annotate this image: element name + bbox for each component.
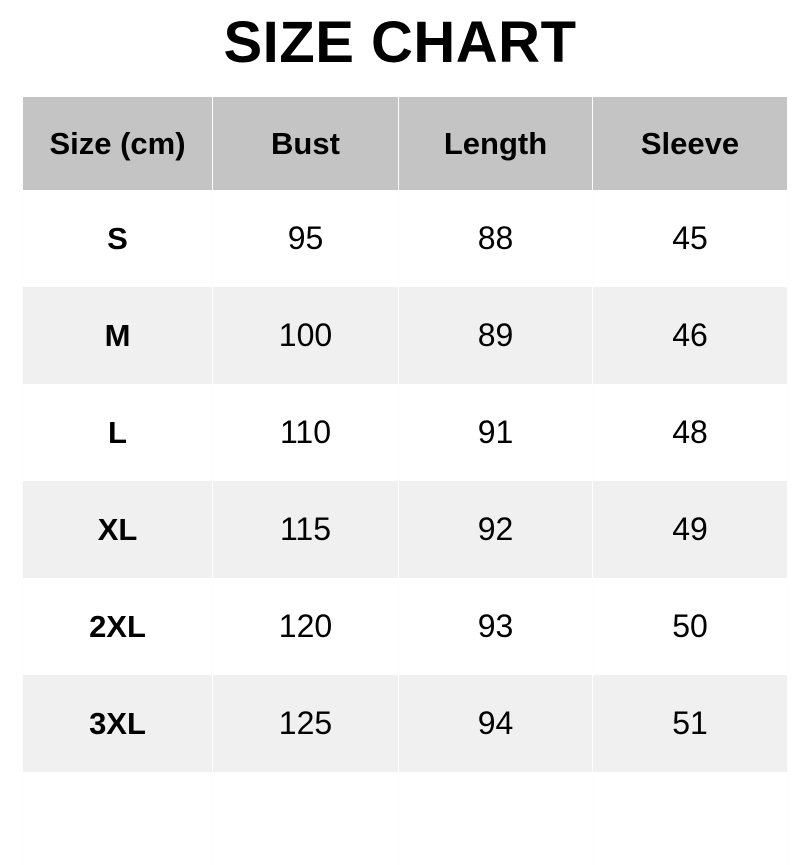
- cell-length: 91: [398, 384, 593, 481]
- cell-bust: 95: [212, 190, 399, 287]
- cell-length: 94: [398, 675, 593, 772]
- cell-sleeve: 49: [592, 481, 788, 578]
- table-row-clipped: [22, 772, 788, 865]
- cell-size: XL: [22, 481, 213, 578]
- cell-size: M: [22, 287, 213, 384]
- column-header-length: Length: [398, 97, 593, 190]
- cell-length: 92: [398, 481, 593, 578]
- cell-bust: 120: [212, 578, 399, 675]
- cell-empty: [398, 772, 593, 865]
- column-header-bust: Bust: [212, 97, 399, 190]
- cell-size: L: [22, 384, 213, 481]
- table-row: 3XL 125 94 51: [22, 675, 788, 772]
- size-chart-page: SIZE CHART Size (cm) Bust Length Sleeve …: [22, 10, 788, 865]
- table-row: XL 115 92 49: [22, 481, 788, 578]
- cell-length: 88: [398, 190, 593, 287]
- cell-empty: [22, 772, 213, 865]
- cell-empty: [592, 772, 788, 865]
- cell-bust: 110: [212, 384, 399, 481]
- column-header-sleeve: Sleeve: [592, 97, 788, 190]
- page-title: SIZE CHART: [223, 10, 577, 75]
- cell-size: 3XL: [22, 675, 213, 772]
- cell-empty: [212, 772, 399, 865]
- cell-sleeve: 50: [592, 578, 788, 675]
- cell-sleeve: 51: [592, 675, 788, 772]
- size-chart-table: Size (cm) Bust Length Sleeve S 95 88 45 …: [22, 97, 788, 865]
- cell-bust: 115: [212, 481, 399, 578]
- cell-length: 89: [398, 287, 593, 384]
- table-row: S 95 88 45: [22, 190, 788, 287]
- cell-sleeve: 45: [592, 190, 788, 287]
- cell-length: 93: [398, 578, 593, 675]
- table-row: M 100 89 46: [22, 287, 788, 384]
- table-header: Size (cm) Bust Length Sleeve: [22, 97, 788, 190]
- cell-bust: 125: [212, 675, 399, 772]
- table-row: L 110 91 48: [22, 384, 788, 481]
- table-body: S 95 88 45 M 100 89 46 L 110 91 48 XL 11…: [22, 190, 788, 865]
- cell-sleeve: 46: [592, 287, 788, 384]
- column-header-size: Size (cm): [22, 97, 213, 190]
- cell-size: S: [22, 190, 213, 287]
- cell-size: 2XL: [22, 578, 213, 675]
- cell-sleeve: 48: [592, 384, 788, 481]
- table-header-row: Size (cm) Bust Length Sleeve: [22, 97, 788, 190]
- table-row: 2XL 120 93 50: [22, 578, 788, 675]
- cell-bust: 100: [212, 287, 399, 384]
